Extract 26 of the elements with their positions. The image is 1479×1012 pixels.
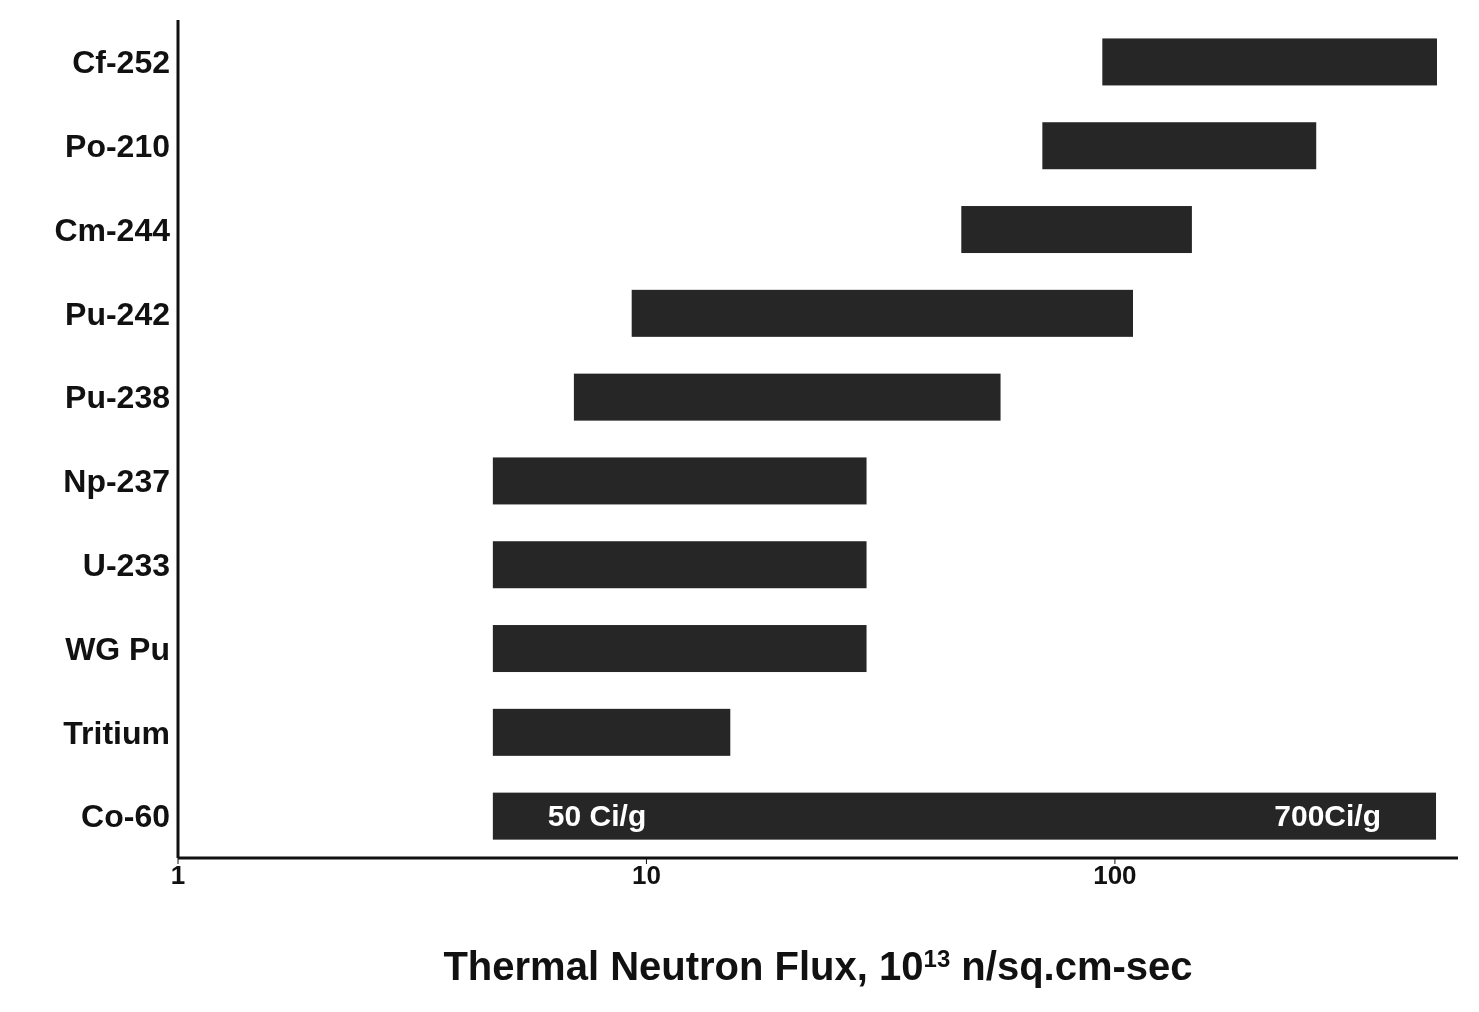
bar	[1042, 122, 1317, 170]
x-tick-label: 10	[631, 860, 661, 891]
x-tick-label: 100	[1093, 860, 1137, 891]
y-tick-label: Po-210	[65, 128, 170, 165]
y-tick-label: U-233	[82, 547, 170, 584]
annotation: 50 Ci/g	[547, 799, 647, 833]
annotation: 700Ci/g	[1274, 799, 1382, 833]
bar	[492, 625, 867, 673]
bar	[492, 457, 867, 505]
x-axis-title: Thermal Neutron Flux, 10$^{13}$ n/sq.cm-sec	[443, 944, 1193, 988]
bar	[961, 206, 1192, 254]
bar	[1102, 38, 1437, 86]
y-tick-label: Tritium	[63, 714, 170, 751]
y-tick-label: Pu-238	[65, 379, 170, 416]
y-tick-label: Co-60	[81, 798, 170, 835]
bar	[492, 792, 1437, 840]
y-tick-label: Cm-244	[54, 211, 171, 248]
x-tick-label: 1	[170, 860, 186, 891]
y-tick-label: WG Pu	[65, 630, 170, 667]
y-tick-label: Cf-252	[72, 44, 170, 81]
bar	[573, 373, 1001, 421]
y-tick-label: Pu-242	[65, 295, 170, 332]
bar	[631, 289, 1133, 337]
y-tick-label: Np-237	[63, 463, 170, 500]
bar	[492, 708, 731, 756]
bar	[492, 541, 867, 589]
